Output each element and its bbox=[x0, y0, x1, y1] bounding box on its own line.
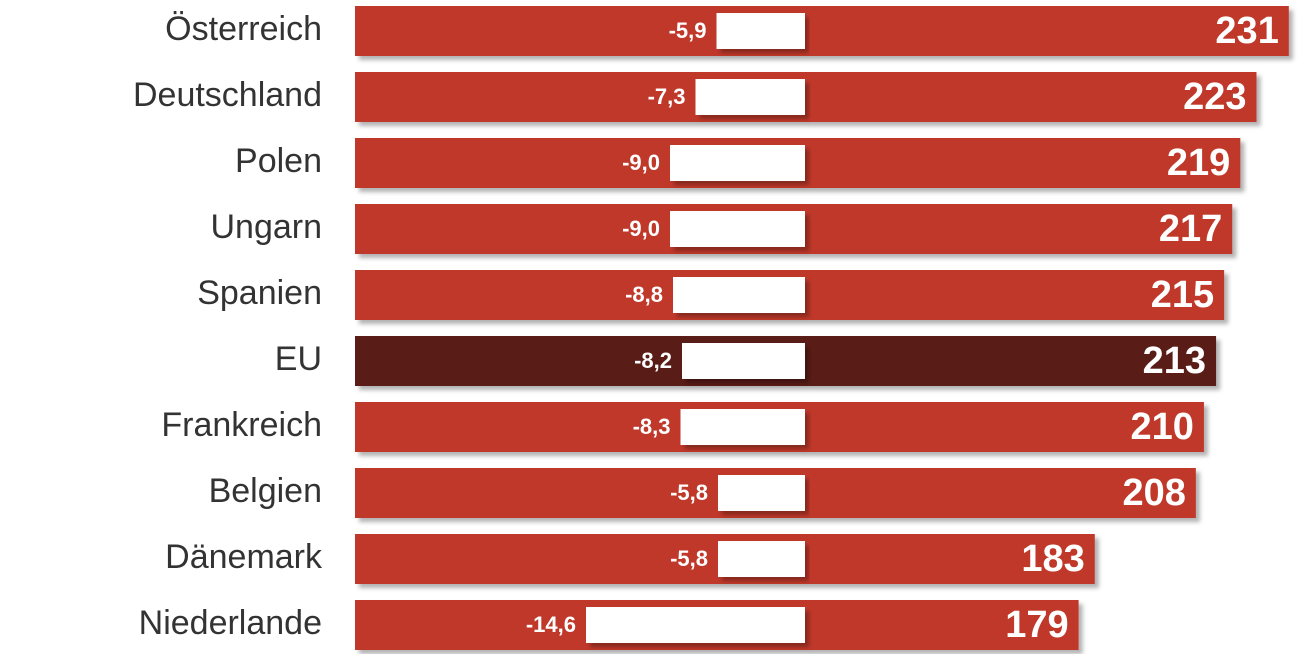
change-bar bbox=[716, 13, 805, 49]
value-label: 210 bbox=[1131, 406, 1194, 448]
change-bar bbox=[695, 79, 805, 115]
change-bar bbox=[718, 475, 805, 511]
change-bar bbox=[670, 145, 805, 181]
category-label: Polen bbox=[235, 142, 322, 180]
category-label: Frankreich bbox=[161, 406, 322, 444]
change-label: -8,3 bbox=[633, 414, 671, 439]
category-label: Spanien bbox=[197, 274, 322, 312]
category-label: Dänemark bbox=[165, 538, 323, 576]
value-label: 231 bbox=[1215, 10, 1278, 52]
category-label: EU bbox=[275, 340, 322, 378]
change-bar bbox=[718, 541, 805, 577]
category-label: Niederlande bbox=[139, 604, 322, 642]
change-label: -14,6 bbox=[526, 612, 576, 637]
change-label: -8,8 bbox=[625, 282, 663, 307]
value-label: 217 bbox=[1159, 208, 1222, 250]
value-label: 223 bbox=[1183, 76, 1246, 118]
category-label: Belgien bbox=[209, 472, 322, 510]
category-label: Deutschland bbox=[133, 76, 322, 114]
category-label: Ungarn bbox=[210, 208, 322, 246]
change-label: -7,3 bbox=[648, 84, 686, 109]
change-label: -9,0 bbox=[622, 216, 660, 241]
change-label: -5,9 bbox=[669, 18, 707, 43]
value-label: 215 bbox=[1151, 274, 1214, 316]
value-label: 183 bbox=[1021, 538, 1084, 580]
change-bar bbox=[586, 607, 805, 643]
value-label: 179 bbox=[1005, 604, 1068, 646]
category-label: Österreich bbox=[165, 10, 322, 48]
change-label: -8,2 bbox=[634, 348, 672, 373]
bar bbox=[355, 6, 1289, 56]
change-bar bbox=[680, 409, 805, 445]
value-label: 219 bbox=[1167, 142, 1230, 184]
change-bar bbox=[673, 277, 805, 313]
value-label: 208 bbox=[1122, 472, 1185, 514]
change-label: -9,0 bbox=[622, 150, 660, 175]
change-bar bbox=[670, 211, 805, 247]
value-label: 213 bbox=[1143, 340, 1206, 382]
bar bbox=[355, 72, 1257, 122]
change-bar bbox=[682, 343, 805, 379]
change-label: -5,8 bbox=[670, 480, 708, 505]
change-label: -5,8 bbox=[670, 546, 708, 571]
